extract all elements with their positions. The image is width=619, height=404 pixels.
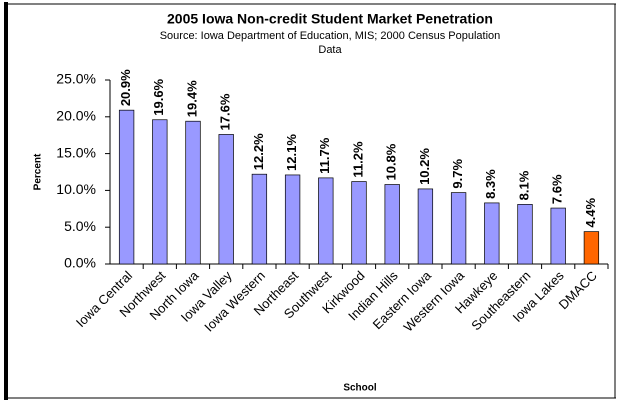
y-tick-label: 15.0% bbox=[56, 144, 96, 160]
bar bbox=[417, 188, 434, 265]
bar bbox=[284, 174, 301, 265]
y-tick-label: 10.0% bbox=[56, 181, 96, 197]
bar bbox=[517, 204, 533, 265]
bar bbox=[152, 119, 168, 265]
value-label: 12.1% bbox=[284, 134, 299, 171]
value-label: 8.3% bbox=[483, 169, 498, 199]
bar bbox=[450, 192, 467, 265]
value-label: 12.2% bbox=[251, 133, 266, 170]
chart-subtitle: Source: Iowa Department of Education, MI… bbox=[160, 30, 501, 42]
bar bbox=[351, 181, 367, 265]
bar bbox=[185, 120, 201, 265]
bar bbox=[118, 109, 135, 265]
y-axis-label: Percent bbox=[33, 153, 44, 190]
bar bbox=[318, 177, 334, 265]
chart-subtitle: Data bbox=[318, 44, 342, 56]
bar bbox=[583, 231, 600, 265]
value-label: 19.4% bbox=[184, 80, 199, 117]
bar bbox=[484, 202, 500, 265]
value-label: 11.7% bbox=[317, 137, 332, 174]
value-label: 9.7% bbox=[450, 159, 465, 189]
bar bbox=[384, 184, 400, 265]
chart-title: 2005 Iowa Non-credit Student Market Pene… bbox=[167, 11, 493, 27]
bar bbox=[218, 134, 234, 265]
y-tick-label: 25.0% bbox=[56, 71, 96, 87]
value-label: 4.4% bbox=[583, 198, 598, 228]
y-tick-label: 20.0% bbox=[56, 108, 96, 124]
y-tick-label: 0.0% bbox=[64, 255, 96, 271]
value-label: 10.2% bbox=[417, 148, 432, 185]
value-label: 10.8% bbox=[384, 143, 399, 180]
bar bbox=[251, 173, 268, 265]
y-tick-label: 5.0% bbox=[64, 218, 96, 234]
x-axis-label: School bbox=[343, 383, 377, 394]
value-label: 20.9% bbox=[118, 69, 133, 106]
value-label: 7.6% bbox=[550, 174, 565, 204]
value-label: 17.6% bbox=[218, 93, 233, 130]
value-label: 11.2% bbox=[350, 141, 365, 178]
bar bbox=[550, 207, 566, 265]
value-label: 19.6% bbox=[151, 78, 166, 115]
value-label: 8.1% bbox=[516, 170, 531, 200]
